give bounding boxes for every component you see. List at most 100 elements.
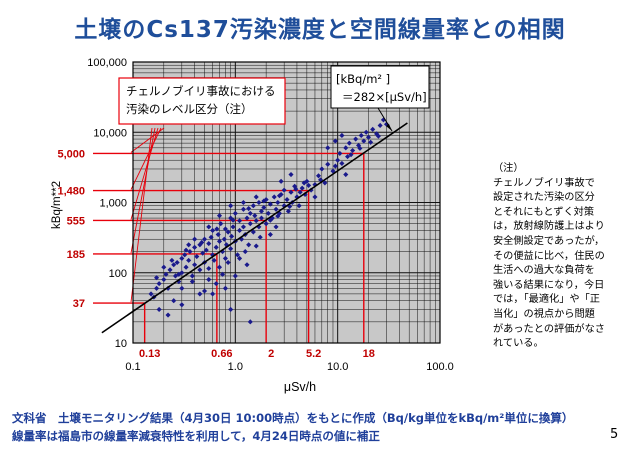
plot-border xyxy=(132,61,441,344)
chart-axes: 0.1 1.0 10.0 100.0 10 100 1,000 10,000 100,000 μS… xyxy=(51,57,454,394)
data-point xyxy=(201,288,208,294)
data-point xyxy=(171,298,177,304)
data-point xyxy=(176,271,182,277)
data-point xyxy=(315,173,322,179)
data-point xyxy=(325,161,331,167)
data-point xyxy=(154,275,160,281)
data-point xyxy=(194,254,200,260)
data-point xyxy=(214,226,220,232)
data-point xyxy=(253,194,259,200)
data-point xyxy=(218,221,224,227)
x-tick-label: 1.0 xyxy=(228,361,243,373)
y-tick-label: 10,000 xyxy=(93,127,127,139)
data-point xyxy=(258,208,265,214)
data-point xyxy=(237,255,243,261)
data-point xyxy=(343,145,349,151)
data-point xyxy=(232,210,238,216)
threshold-x-label: 2 xyxy=(268,348,274,360)
data-point xyxy=(363,129,369,135)
data-point xyxy=(179,302,185,308)
data-point xyxy=(353,136,359,142)
data-point xyxy=(171,262,177,268)
data-point xyxy=(284,197,290,203)
data-point xyxy=(163,271,169,277)
data-point xyxy=(213,244,219,250)
fit-line xyxy=(101,122,408,334)
data-point xyxy=(358,132,364,139)
data-point xyxy=(199,239,205,245)
data-point xyxy=(187,249,193,255)
data-point xyxy=(156,306,162,313)
data-point xyxy=(246,242,252,248)
data-point xyxy=(247,221,253,227)
data-point xyxy=(247,210,253,216)
data-point xyxy=(210,291,216,297)
data-point xyxy=(156,281,162,287)
threshold-y-label: 37 xyxy=(73,298,85,310)
data-point xyxy=(174,259,180,266)
data-point xyxy=(206,224,212,230)
y-tick-label: 1,000 xyxy=(99,198,127,210)
x-tick-label: 100.0 xyxy=(426,361,454,373)
note-heading: （注） xyxy=(493,163,524,174)
data-point xyxy=(244,262,250,268)
data-point xyxy=(228,246,234,252)
data-point xyxy=(210,227,216,234)
data-point xyxy=(242,249,248,255)
threshold-x-label: 5.2 xyxy=(306,348,321,360)
threshold-y-label: 5,000 xyxy=(57,148,85,160)
data-point xyxy=(189,278,195,285)
footer-line-2: 線量率は福島市の線量率減衰特性を利用して，4月24日時点の値に補正 xyxy=(12,429,380,443)
data-point xyxy=(250,203,256,209)
data-point xyxy=(222,285,228,291)
data-point xyxy=(197,291,203,297)
data-point xyxy=(370,126,376,132)
data-point xyxy=(229,233,235,239)
data-point xyxy=(192,236,198,242)
data-point xyxy=(232,273,238,279)
data-point xyxy=(203,247,209,253)
data-point xyxy=(208,234,214,240)
data-point xyxy=(240,206,246,212)
threshold-pointer xyxy=(130,127,153,303)
data-point xyxy=(288,171,294,178)
x-tick-label: 10.0 xyxy=(327,361,348,373)
data-point xyxy=(322,180,328,186)
data-point xyxy=(220,271,226,277)
data-point xyxy=(297,189,303,195)
data-point xyxy=(237,227,243,234)
data-point xyxy=(253,243,259,249)
x-tick-label: 0.1 xyxy=(125,361,140,373)
data-point xyxy=(186,242,192,248)
equation-box xyxy=(330,65,430,109)
data-point xyxy=(273,224,279,230)
threshold-pointer xyxy=(130,127,165,153)
data-point xyxy=(228,203,234,209)
threshold-y-label: 555 xyxy=(67,215,85,227)
data-point xyxy=(192,244,198,250)
data-point xyxy=(350,147,356,154)
data-point xyxy=(230,224,236,230)
data-point xyxy=(216,213,223,219)
data-point xyxy=(216,264,223,270)
threshold-pointer xyxy=(130,127,162,190)
data-point xyxy=(306,182,312,188)
equation-arrowhead xyxy=(386,124,392,131)
threshold-x-label: 0.13 xyxy=(139,348,160,360)
data-point xyxy=(267,231,273,238)
data-point xyxy=(271,194,277,200)
data-point xyxy=(246,206,252,212)
x-axis-label: μSv/h xyxy=(284,380,316,394)
data-point xyxy=(276,193,283,199)
threshold-x-label: 0.66 xyxy=(211,348,232,360)
data-point xyxy=(225,229,231,235)
data-point xyxy=(211,257,217,263)
data-point xyxy=(200,250,206,256)
data-point xyxy=(299,185,305,191)
data-point xyxy=(265,210,271,216)
chart-annotations: 37 185 555 1,480 5,000 0.13 0.66 2 5.2 18 [kBq/m² … xyxy=(57,65,430,360)
data-point xyxy=(165,312,171,318)
data-point xyxy=(261,204,267,211)
data-point xyxy=(278,178,284,184)
data-point xyxy=(237,218,243,224)
